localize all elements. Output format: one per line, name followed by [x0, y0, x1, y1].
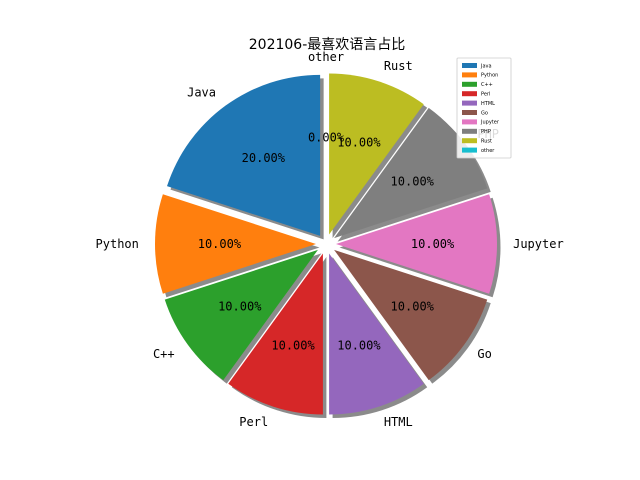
slice-html: [329, 253, 424, 415]
legend-swatch-cpp: [462, 81, 477, 87]
legend-label-python: Python: [481, 73, 498, 79]
category-label-rust: Rust: [384, 59, 413, 73]
legend-swatch-other: [462, 147, 477, 153]
category-label-java: Java: [187, 86, 216, 100]
percent-label-php: 10.00%: [391, 174, 435, 188]
percent-label-jupyter: 10.00%: [411, 237, 455, 251]
slice-php: [334, 107, 488, 239]
legend-swatch-python: [462, 72, 477, 78]
legend: Java Python C++ Perl HTML Go Jupyter PHP Rust oth…: [456, 57, 512, 159]
slice-rust: [329, 73, 424, 235]
legend-label-jupyter: Jupyter: [480, 120, 500, 126]
percent-label-python: 10.00%: [198, 237, 242, 251]
category-label-jupyter: Jupyter: [513, 237, 564, 251]
percent-labels: 20.00% 10.00% 10.00% 10.00% 10.00% 10.00% 10.0…: [198, 130, 455, 352]
percent-label-java: 20.00%: [242, 151, 286, 165]
legend-label-go: Go: [481, 110, 488, 116]
legend-label-cpp: C++: [481, 82, 493, 88]
category-label-cpp: C++: [153, 347, 175, 361]
slice-python: [155, 194, 316, 294]
percent-label-other: 0.00%: [308, 130, 345, 144]
legend-label-perl: Perl: [481, 92, 490, 98]
legend-swatch-perl: [462, 91, 477, 97]
slice-cpp: [164, 249, 318, 381]
pie-slices: [155, 73, 497, 415]
legend-label-html: HTML: [481, 101, 495, 107]
legend-swatch-java: [462, 63, 477, 68]
chart-title: 202106-最喜欢语言占比: [249, 37, 406, 53]
category-labels: Java Python C++ Perl HTML Go Jupyter PHP Rust oth…: [96, 50, 564, 429]
percent-label-rust: 10.00%: [337, 136, 381, 150]
category-label-python: Python: [96, 237, 139, 251]
slice-perl: [228, 253, 323, 415]
percent-label-html: 10.00%: [337, 338, 381, 352]
slice-jupyter: [336, 194, 497, 294]
legend-label-other: other: [481, 148, 495, 154]
category-label-go: Go: [477, 347, 491, 361]
slice-java: [167, 74, 321, 236]
legend-label-java: Java: [480, 63, 492, 69]
legend-swatch-html: [462, 100, 477, 106]
slice-go: [334, 249, 488, 381]
legend-label-rust: Rust: [481, 139, 492, 145]
category-label-other: other: [308, 50, 344, 64]
legend-swatch-go: [462, 110, 477, 115]
legend-swatch-jupyter: [462, 119, 477, 125]
category-label-perl: Perl: [239, 415, 268, 429]
category-label-html: HTML: [384, 415, 413, 429]
percent-label-cpp: 10.00%: [218, 300, 262, 314]
legend-label-php: PHP: [481, 129, 491, 135]
percent-label-go: 10.00%: [391, 300, 435, 314]
percent-label-perl: 10.00%: [271, 338, 315, 352]
legend-swatch-rust: [462, 138, 477, 144]
legend-swatch-php: [462, 128, 477, 134]
